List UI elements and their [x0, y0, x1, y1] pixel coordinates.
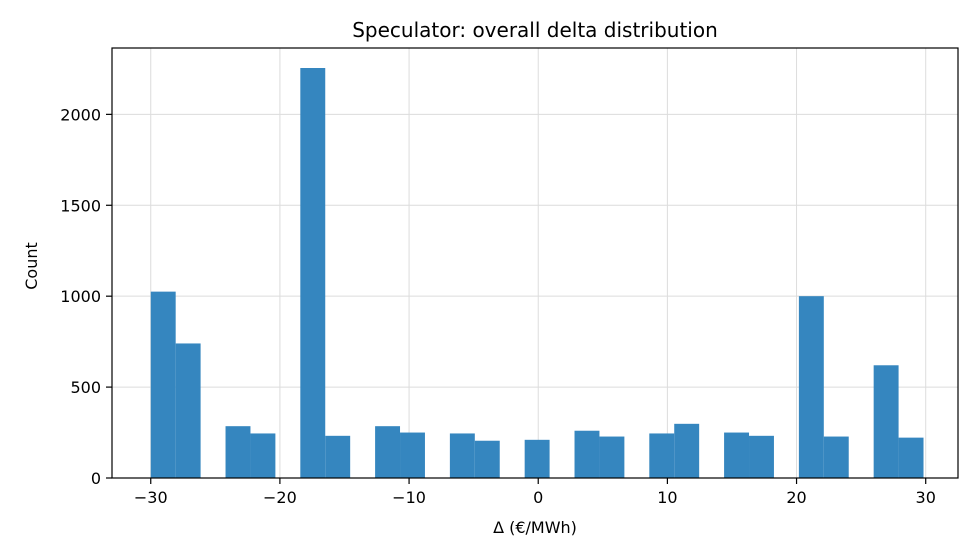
histogram-bar	[449, 433, 475, 478]
x-tick-label: 0	[533, 488, 543, 507]
histogram-bar	[649, 433, 675, 478]
histogram-bar	[724, 432, 750, 478]
histogram-bar	[250, 433, 276, 478]
histogram-bar	[150, 291, 176, 478]
x-tick-label: −20	[263, 488, 297, 507]
y-tick-label: 2000	[60, 105, 101, 124]
plot-frame	[111, 47, 959, 479]
histogram-bar	[674, 423, 700, 478]
histogram-bar	[400, 432, 425, 478]
histogram-bar	[823, 436, 849, 478]
histogram-bar	[325, 435, 351, 478]
x-axis-label: Δ (€/MWh)	[493, 518, 577, 537]
histogram-bar	[749, 435, 774, 478]
x-tick-label: 20	[786, 488, 806, 507]
x-axis-ticks: −30 −20 −10 0 10 20 30	[134, 478, 936, 507]
x-tick-label: −10	[392, 488, 426, 507]
y-tick-label: 500	[70, 378, 101, 397]
histogram-bar	[474, 440, 500, 478]
histogram-bar	[599, 436, 625, 478]
bars	[150, 68, 924, 478]
x-tick-label: 10	[657, 488, 677, 507]
histogram-bar	[898, 437, 924, 478]
histogram-bar	[873, 365, 899, 478]
histogram-bar	[524, 439, 550, 478]
histogram-bar	[574, 430, 600, 478]
histogram-bar	[300, 68, 326, 478]
y-tick-label: 1500	[60, 196, 101, 215]
x-tick-label: −30	[134, 488, 168, 507]
histogram-bar	[175, 343, 201, 478]
histogram-bar	[798, 296, 824, 478]
y-tick-label: 1000	[60, 287, 101, 306]
y-tick-label: 0	[91, 469, 101, 488]
histogram-bar	[375, 426, 401, 478]
x-tick-label: 30	[916, 488, 936, 507]
y-axis-ticks: 0 500 1000 1500 2000	[60, 105, 112, 488]
chart-title: Speculator: overall delta distribution	[352, 18, 718, 42]
grid-lines	[112, 48, 958, 479]
y-axis-label: Count	[22, 242, 41, 290]
histogram-bar	[225, 426, 251, 478]
